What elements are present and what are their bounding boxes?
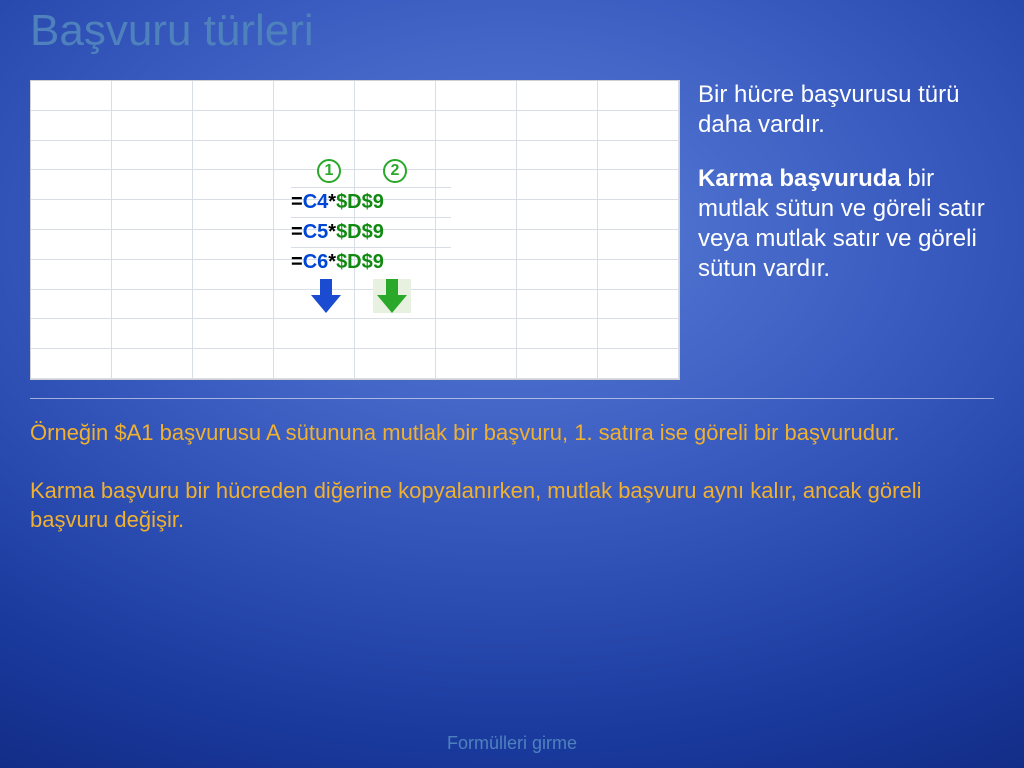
formula-row-3: = C6 * $D$9 — [291, 247, 451, 277]
formula-row-2: = C5 * $D$9 — [291, 217, 451, 247]
callout-1: 1 — [317, 159, 341, 183]
side-paragraph-1: Bir hücre başvurusu türü daha vardır. — [698, 80, 994, 140]
formula-row-1: = C4 * $D$9 — [291, 187, 451, 217]
formula-star: * — [328, 221, 336, 244]
formula-star: * — [328, 191, 336, 214]
slide: Başvuru türleri 1 2 = — [0, 0, 1024, 768]
horizontal-divider — [30, 398, 994, 399]
side-bold-term: Karma başvuruda — [698, 165, 901, 192]
formula-abs: $D$9 — [336, 191, 384, 214]
arrow-row — [311, 279, 451, 313]
bottom-paragraph-1: Örneğin $A1 başvurusu A sütununa mutlak … — [30, 418, 944, 448]
formula-rel: C4 — [303, 191, 329, 214]
content-top-row: 1 2 = C4 * $D$9 = C5 * $D$9 = C6 — [30, 80, 994, 390]
callout-2: 2 — [383, 159, 407, 183]
side-text: Bir hücre başvurusu türü daha vardır. Ka… — [680, 80, 994, 390]
footer-text: Formülleri girme — [0, 733, 1024, 754]
formula-eq: = — [291, 221, 303, 244]
arrow-down-blue-icon — [311, 279, 341, 313]
formula-abs: $D$9 — [336, 221, 384, 244]
formula-rel: C6 — [303, 251, 329, 274]
formula-eq: = — [291, 251, 303, 274]
formula-rel: C5 — [303, 221, 329, 244]
side-paragraph-2: Karma başvuruda bir mutlak sütun ve göre… — [698, 164, 994, 284]
callout-row: 1 2 — [317, 159, 451, 183]
bottom-text: Örneğin $A1 başvurusu A sütununa mutlak … — [30, 418, 944, 535]
page-title: Başvuru türleri — [30, 6, 314, 56]
formula-abs: $D$9 — [336, 251, 384, 274]
formula-eq: = — [291, 191, 303, 214]
excel-mock: 1 2 = C4 * $D$9 = C5 * $D$9 = C6 — [30, 80, 680, 380]
formula-overlay: 1 2 = C4 * $D$9 = C5 * $D$9 = C6 — [291, 159, 451, 313]
bottom-paragraph-2: Karma başvuru bir hücreden diğerine kopy… — [30, 476, 944, 535]
arrow-down-green-icon — [373, 279, 411, 313]
formula-star: * — [328, 251, 336, 274]
